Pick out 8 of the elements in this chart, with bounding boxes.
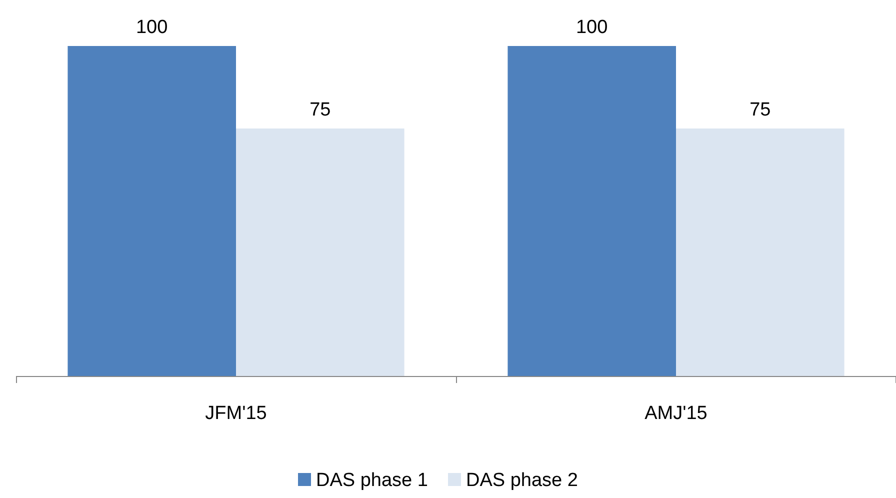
legend-label: DAS phase 2 [466,470,578,491]
data-label: 100 [136,17,168,38]
x-tick-label: JFM'15 [205,403,267,424]
data-label: 100 [576,17,608,38]
x-tick-label: AMJ'15 [644,403,708,424]
data-label: 75 [310,100,331,120]
legend-label: DAS phase 1 [316,470,428,491]
data-label: 75 [750,100,771,120]
